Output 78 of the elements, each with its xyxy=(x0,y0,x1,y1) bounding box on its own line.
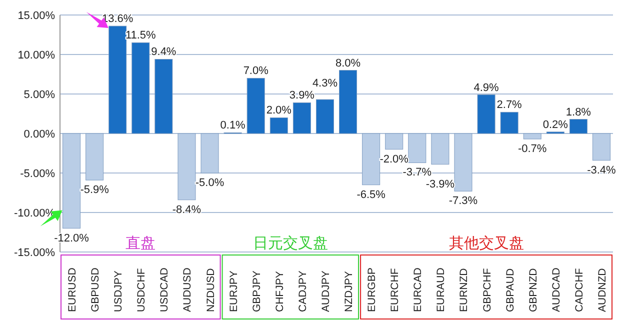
data-label: 1.8% xyxy=(566,106,592,118)
x-tick-label: EURNZD xyxy=(458,268,470,312)
y-tick-label: -15.00% xyxy=(14,247,56,259)
data-label: -7.3% xyxy=(448,195,478,208)
y-tick-label: -5.00% xyxy=(20,168,56,180)
data-label: 9.4% xyxy=(151,46,176,58)
data-label: -6.5% xyxy=(356,188,386,201)
bar xyxy=(477,94,496,134)
data-label: 3.9% xyxy=(289,90,315,102)
bar xyxy=(246,78,265,134)
x-tick-label: EURJPY xyxy=(228,270,240,312)
bar xyxy=(454,133,472,192)
x-tick-label: GBPNZD xyxy=(527,268,540,312)
bar xyxy=(569,119,588,134)
data-label: -3.9% xyxy=(426,178,455,191)
x-tick-label: GBPUSD xyxy=(90,267,102,312)
x-tick-label: EURAUD xyxy=(435,267,448,312)
x-tick-label: GBPCHF xyxy=(481,268,494,312)
bar xyxy=(62,133,81,229)
data-label: 2.7% xyxy=(496,99,522,112)
x-tick-label: AUDUSD xyxy=(182,267,194,312)
data-label: 0.2% xyxy=(542,118,568,131)
data-label: 2.0% xyxy=(266,104,292,117)
bar xyxy=(339,70,358,134)
data-label: 4.9% xyxy=(474,82,500,94)
bar xyxy=(385,133,404,150)
x-tick-label: AUDNZD xyxy=(596,268,608,312)
data-label: -3.7% xyxy=(402,166,432,179)
x-tick-label: USDJPY xyxy=(112,270,125,312)
x-tick-label: NZDJPY xyxy=(343,271,356,312)
data-label: 13.6% xyxy=(102,13,134,26)
x-tick-label: EURGBP xyxy=(366,268,378,312)
bar xyxy=(132,42,150,134)
data-label: 7.0% xyxy=(243,65,269,78)
bar xyxy=(154,58,173,134)
bar xyxy=(316,99,334,134)
bar xyxy=(523,133,542,140)
data-label: 4.3% xyxy=(312,78,338,90)
x-tick-label: USDCHF xyxy=(136,268,148,312)
bar xyxy=(178,133,196,200)
data-label: 0.1% xyxy=(220,120,246,132)
data-label: -12.0% xyxy=(54,232,90,244)
x-tick-label: AUDJPY xyxy=(320,270,332,312)
annotation: 日元交叉盘 xyxy=(252,235,328,252)
x-tick-label: AUDCAD xyxy=(550,267,562,312)
data-label: -2.0% xyxy=(380,153,409,166)
y-tick-label: 5.00% xyxy=(24,89,56,101)
x-tick-label: USDCAD xyxy=(158,267,171,312)
bar xyxy=(431,133,450,165)
bar xyxy=(200,133,219,174)
x-tick-label: EURCAD xyxy=(412,267,424,312)
y-tick-label: 15.00% xyxy=(18,10,56,22)
x-tick-label: NZDUSD xyxy=(204,268,217,312)
annotation: 其他交叉盘 xyxy=(448,235,524,252)
x-tick-label: CADCHF xyxy=(573,268,586,312)
x-tick-label: GBPAUD xyxy=(504,268,516,312)
data-label: -8.4% xyxy=(172,204,202,216)
x-tick-label: GBPJPY xyxy=(250,270,263,312)
bar xyxy=(408,133,426,163)
bar xyxy=(108,26,127,134)
bar xyxy=(362,133,380,186)
x-tick-label: CHFJPY xyxy=(274,271,286,312)
x-tick-label: EURCHF xyxy=(389,268,402,312)
data-label: -3.4% xyxy=(587,164,616,176)
x-tick-label: EURUSD xyxy=(66,267,79,312)
y-tick-label: 0.00% xyxy=(24,128,56,140)
data-label: -5.0% xyxy=(195,177,224,189)
data-label: -0.7% xyxy=(518,143,547,156)
bar xyxy=(500,112,518,134)
annotation: 直盘 xyxy=(126,235,156,252)
x-tick-label: CADJPY xyxy=(296,270,309,312)
bar xyxy=(292,102,311,134)
bar xyxy=(592,133,610,161)
bar xyxy=(270,117,288,134)
y-tick-label: 10.00% xyxy=(18,50,56,62)
data-label: -5.9% xyxy=(80,184,110,196)
bar xyxy=(86,133,104,180)
data-label: 8.0% xyxy=(335,57,361,70)
